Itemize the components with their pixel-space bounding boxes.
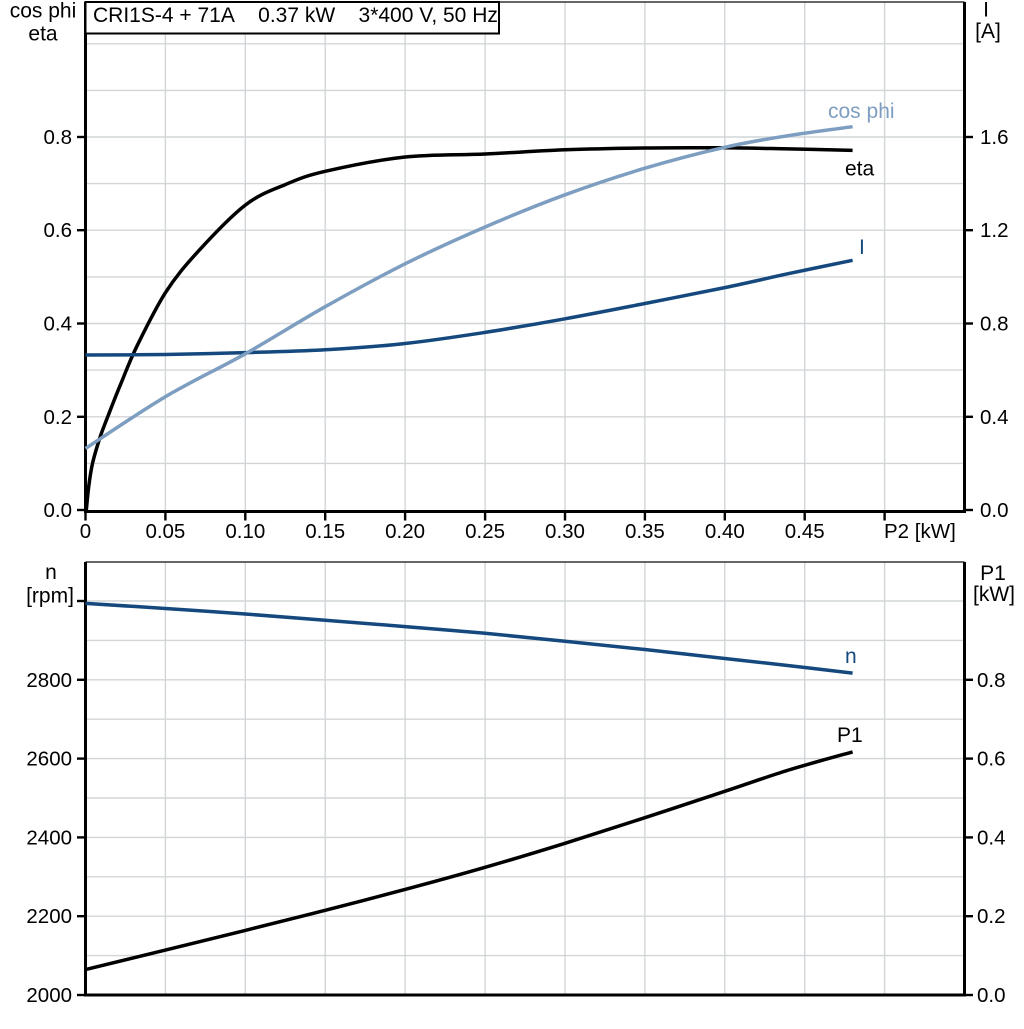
svg-text:P2 [kW]: P2 [kW]	[884, 520, 956, 543]
svg-text:0.35: 0.35	[625, 520, 665, 543]
svg-text:2200: 2200	[26, 905, 72, 928]
svg-text:[kW]: [kW]	[973, 583, 1015, 606]
svg-text:eta: eta	[28, 23, 58, 46]
svg-text:2400: 2400	[26, 826, 72, 849]
svg-text:0.0: 0.0	[980, 499, 1009, 522]
svg-text:0.20: 0.20	[385, 520, 425, 543]
svg-text:0.8: 0.8	[977, 669, 1006, 692]
svg-text:2000: 2000	[26, 984, 72, 1007]
svg-text:cos phi: cos phi	[10, 0, 77, 23]
svg-text:0.4: 0.4	[977, 826, 1006, 849]
svg-text:[A]: [A]	[975, 20, 1001, 43]
svg-text:0.40: 0.40	[705, 520, 745, 543]
svg-text:0.2: 0.2	[44, 406, 73, 429]
svg-text:CRI1S-4 + 71A 0.37 kW 3*: CRI1S-4 + 71A 0.37 kW 3*400 V, 50 Hz	[93, 4, 498, 27]
svg-text:0: 0	[80, 520, 91, 543]
svg-text:2600: 2600	[26, 748, 72, 771]
svg-text:I: I	[859, 236, 865, 259]
svg-text:0.05: 0.05	[145, 520, 185, 543]
svg-text:1.2: 1.2	[980, 219, 1009, 242]
svg-text:0.0: 0.0	[977, 984, 1006, 1007]
svg-text:0.6: 0.6	[977, 748, 1006, 771]
svg-text:n: n	[845, 645, 857, 668]
svg-text:P1: P1	[837, 724, 863, 747]
svg-text:I: I	[983, 0, 989, 22]
svg-text:0.4: 0.4	[980, 406, 1009, 429]
svg-text:0.15: 0.15	[305, 520, 345, 543]
svg-text:n: n	[45, 561, 57, 584]
svg-text:0.4: 0.4	[44, 313, 73, 336]
svg-text:0.10: 0.10	[225, 520, 265, 543]
svg-text:[rpm]: [rpm]	[26, 585, 74, 608]
svg-text:0.6: 0.6	[44, 219, 73, 242]
svg-text:0.45: 0.45	[785, 520, 825, 543]
svg-text:P1: P1	[980, 562, 1006, 585]
svg-text:0.8: 0.8	[980, 313, 1009, 336]
svg-text:0.2: 0.2	[977, 905, 1006, 928]
svg-text:0.0: 0.0	[44, 499, 73, 522]
svg-text:0.30: 0.30	[545, 520, 585, 543]
svg-text:0.25: 0.25	[465, 520, 505, 543]
svg-text:1.6: 1.6	[980, 126, 1009, 149]
svg-text:cos phi: cos phi	[828, 100, 895, 123]
svg-text:eta: eta	[845, 158, 875, 181]
svg-text:0.8: 0.8	[44, 126, 73, 149]
svg-text:2800: 2800	[26, 669, 72, 692]
